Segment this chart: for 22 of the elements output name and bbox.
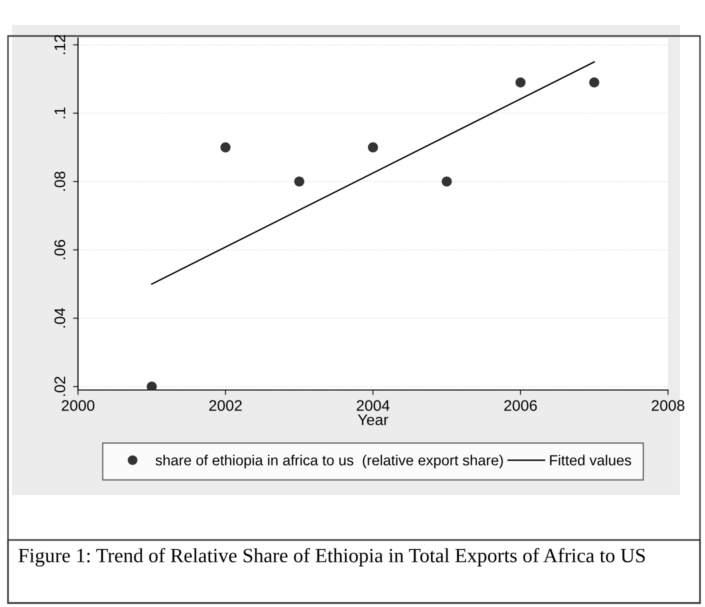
point xyxy=(368,142,378,152)
y-tick-label: .04 xyxy=(54,308,66,328)
x-tick-label: 2002 xyxy=(209,400,242,411)
x-axis-title: Year xyxy=(358,414,388,426)
point xyxy=(294,176,304,187)
point xyxy=(515,77,526,88)
y-tick-label: .1 xyxy=(54,108,66,118)
x-tick-label: 2008 xyxy=(652,400,684,411)
x-tick-label: 2006 xyxy=(504,400,537,411)
legend-label: share of ethiopia in africa to us (relative export share) xyxy=(156,454,503,468)
point xyxy=(146,381,157,390)
y-tick-label: .02 xyxy=(54,376,66,396)
point xyxy=(220,142,231,152)
point xyxy=(442,176,452,187)
y-tick-label: .08 xyxy=(54,172,66,191)
legend-label: Fitted values xyxy=(550,454,632,466)
caption: Figure 1: Trend of Relative Share of Ethiopia in Total Exports of Africa to US xyxy=(18,548,645,567)
y-tick-label: .06 xyxy=(54,240,66,260)
x-tick-label: 2004 xyxy=(356,400,390,411)
point xyxy=(589,77,600,88)
y-tick-label: .12 xyxy=(54,34,66,54)
x-tick-label: 2000 xyxy=(62,400,94,411)
